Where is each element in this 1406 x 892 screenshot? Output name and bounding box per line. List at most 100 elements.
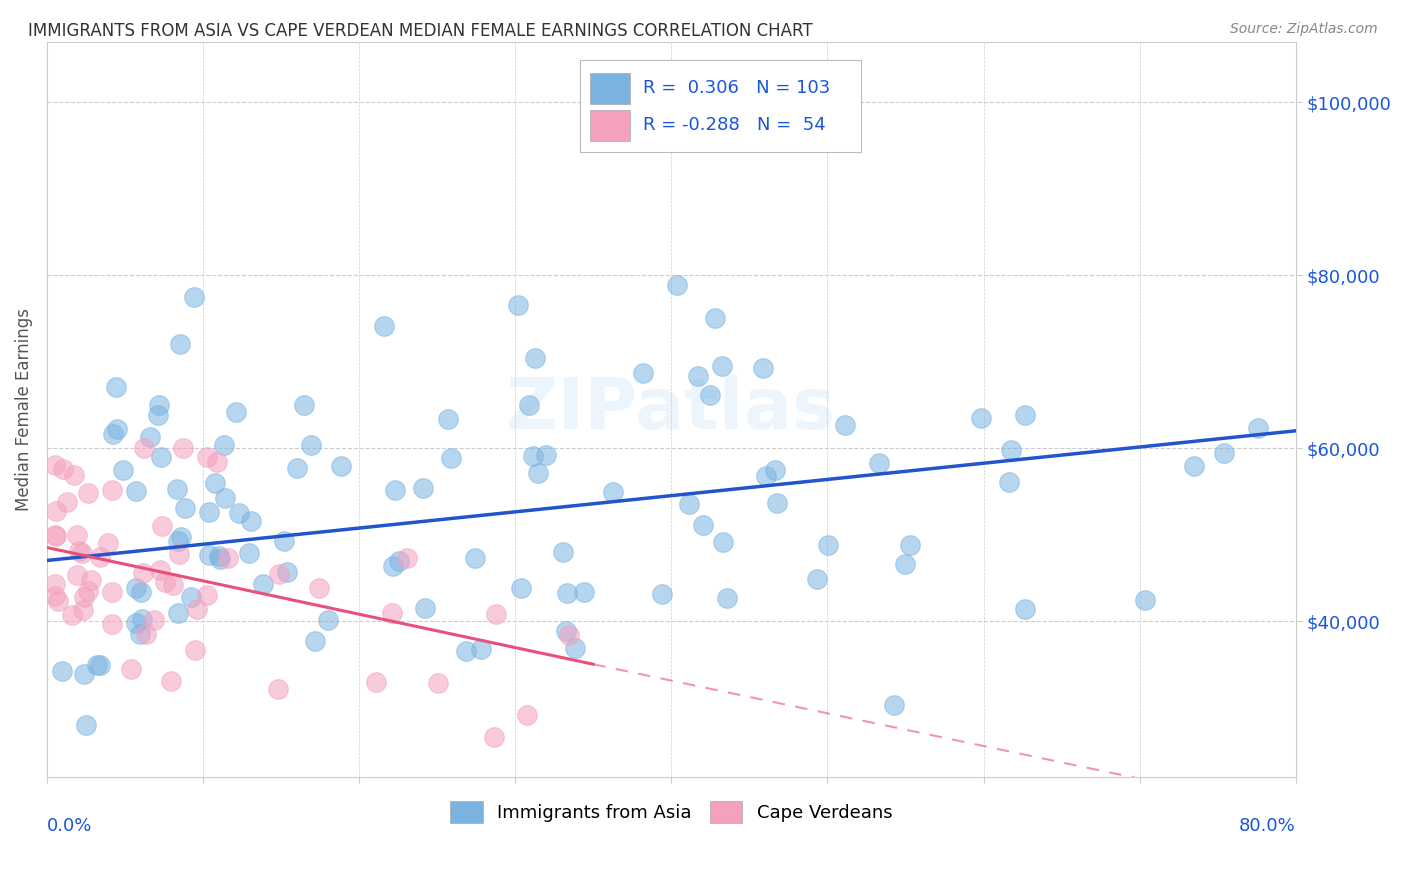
Y-axis label: Median Female Earnings: Median Female Earnings (15, 308, 32, 511)
Point (48, 594, 70, 608)
Text: IMMIGRANTS FROM ASIA VS CAPE VERDEAN MEDIAN FEMALE EARNINGS CORRELATION CHART: IMMIGRANTS FROM ASIA VS CAPE VERDEAN MED… (28, 22, 813, 40)
Point (214, 491, 236, 505)
Point (148, 398, 170, 412)
Point (524, 351, 547, 365)
Point (135, 626, 157, 640)
Point (208, 551, 231, 566)
Point (101, 585, 124, 599)
Point (238, 546, 260, 560)
Point (45, 529, 67, 543)
Point (868, 456, 890, 470)
Point (699, 388, 721, 402)
Point (527, 467, 550, 481)
Point (66, 527, 89, 541)
Text: Source: ZipAtlas.com: Source: ZipAtlas.com (1230, 22, 1378, 37)
Point (169, 547, 191, 561)
Point (373, 319, 395, 334)
Point (1213, 446, 1236, 460)
Point (557, 586, 579, 600)
Point (167, 606, 190, 620)
Point (125, 581, 148, 595)
Point (564, 640, 586, 655)
Point (252, 576, 274, 591)
Point (316, 613, 339, 627)
Point (51, 664, 73, 678)
FancyBboxPatch shape (581, 60, 860, 152)
Point (149, 562, 172, 576)
Point (464, 550, 486, 565)
Point (651, 587, 673, 601)
Point (470, 642, 492, 657)
Point (89, 550, 111, 565)
Point (454, 644, 477, 658)
Point (516, 708, 538, 723)
Point (558, 628, 581, 642)
Point (485, 607, 508, 621)
Point (45, 504, 67, 518)
Point (150, 519, 173, 533)
Point (267, 681, 290, 696)
Point (555, 624, 578, 638)
Point (100, 483, 122, 497)
Point (197, 588, 219, 602)
Point (388, 554, 411, 568)
Point (427, 676, 450, 690)
Point (129, 585, 152, 599)
Point (752, 361, 775, 376)
Point (44, 589, 66, 603)
Point (65, 568, 87, 582)
Point (44, 528, 66, 542)
Point (89, 658, 111, 673)
Point (63, 467, 86, 482)
Point (1182, 459, 1205, 474)
Point (292, 399, 315, 413)
Point (186, 602, 208, 616)
Point (267, 566, 290, 581)
Text: 0.0%: 0.0% (46, 817, 93, 835)
Text: R = -0.288   N =  54: R = -0.288 N = 54 (643, 116, 825, 134)
Point (299, 438, 322, 452)
Point (73, 666, 96, 681)
Point (308, 582, 330, 596)
Text: 80.0%: 80.0% (1239, 817, 1296, 835)
Point (384, 483, 406, 498)
Point (60, 608, 83, 623)
Point (101, 426, 124, 441)
Point (834, 418, 856, 433)
Point (510, 581, 533, 595)
FancyBboxPatch shape (591, 110, 630, 141)
Point (97, 536, 120, 550)
Point (153, 575, 176, 590)
Point (710, 359, 733, 373)
Point (80, 574, 103, 588)
Point (276, 565, 298, 579)
Point (440, 450, 463, 465)
Point (212, 438, 235, 452)
Point (517, 398, 540, 412)
Point (482, 730, 505, 744)
Point (129, 627, 152, 641)
Point (125, 615, 148, 630)
Point (239, 514, 262, 528)
Point (572, 585, 595, 599)
Point (131, 612, 153, 626)
Point (125, 483, 148, 498)
Point (139, 430, 162, 444)
Point (205, 454, 228, 468)
Point (197, 450, 219, 464)
Point (364, 675, 387, 690)
Text: R =  0.306   N = 103: R = 0.306 N = 103 (643, 79, 830, 97)
Point (304, 633, 326, 648)
Point (1135, 592, 1157, 607)
Point (602, 484, 624, 499)
Point (166, 482, 188, 496)
Point (1014, 409, 1036, 423)
Point (162, 578, 184, 592)
Point (415, 600, 437, 615)
Point (678, 497, 700, 511)
Point (75, 718, 97, 732)
Point (70, 546, 93, 560)
Point (329, 459, 352, 474)
Point (704, 311, 727, 326)
Point (605, 120, 627, 135)
